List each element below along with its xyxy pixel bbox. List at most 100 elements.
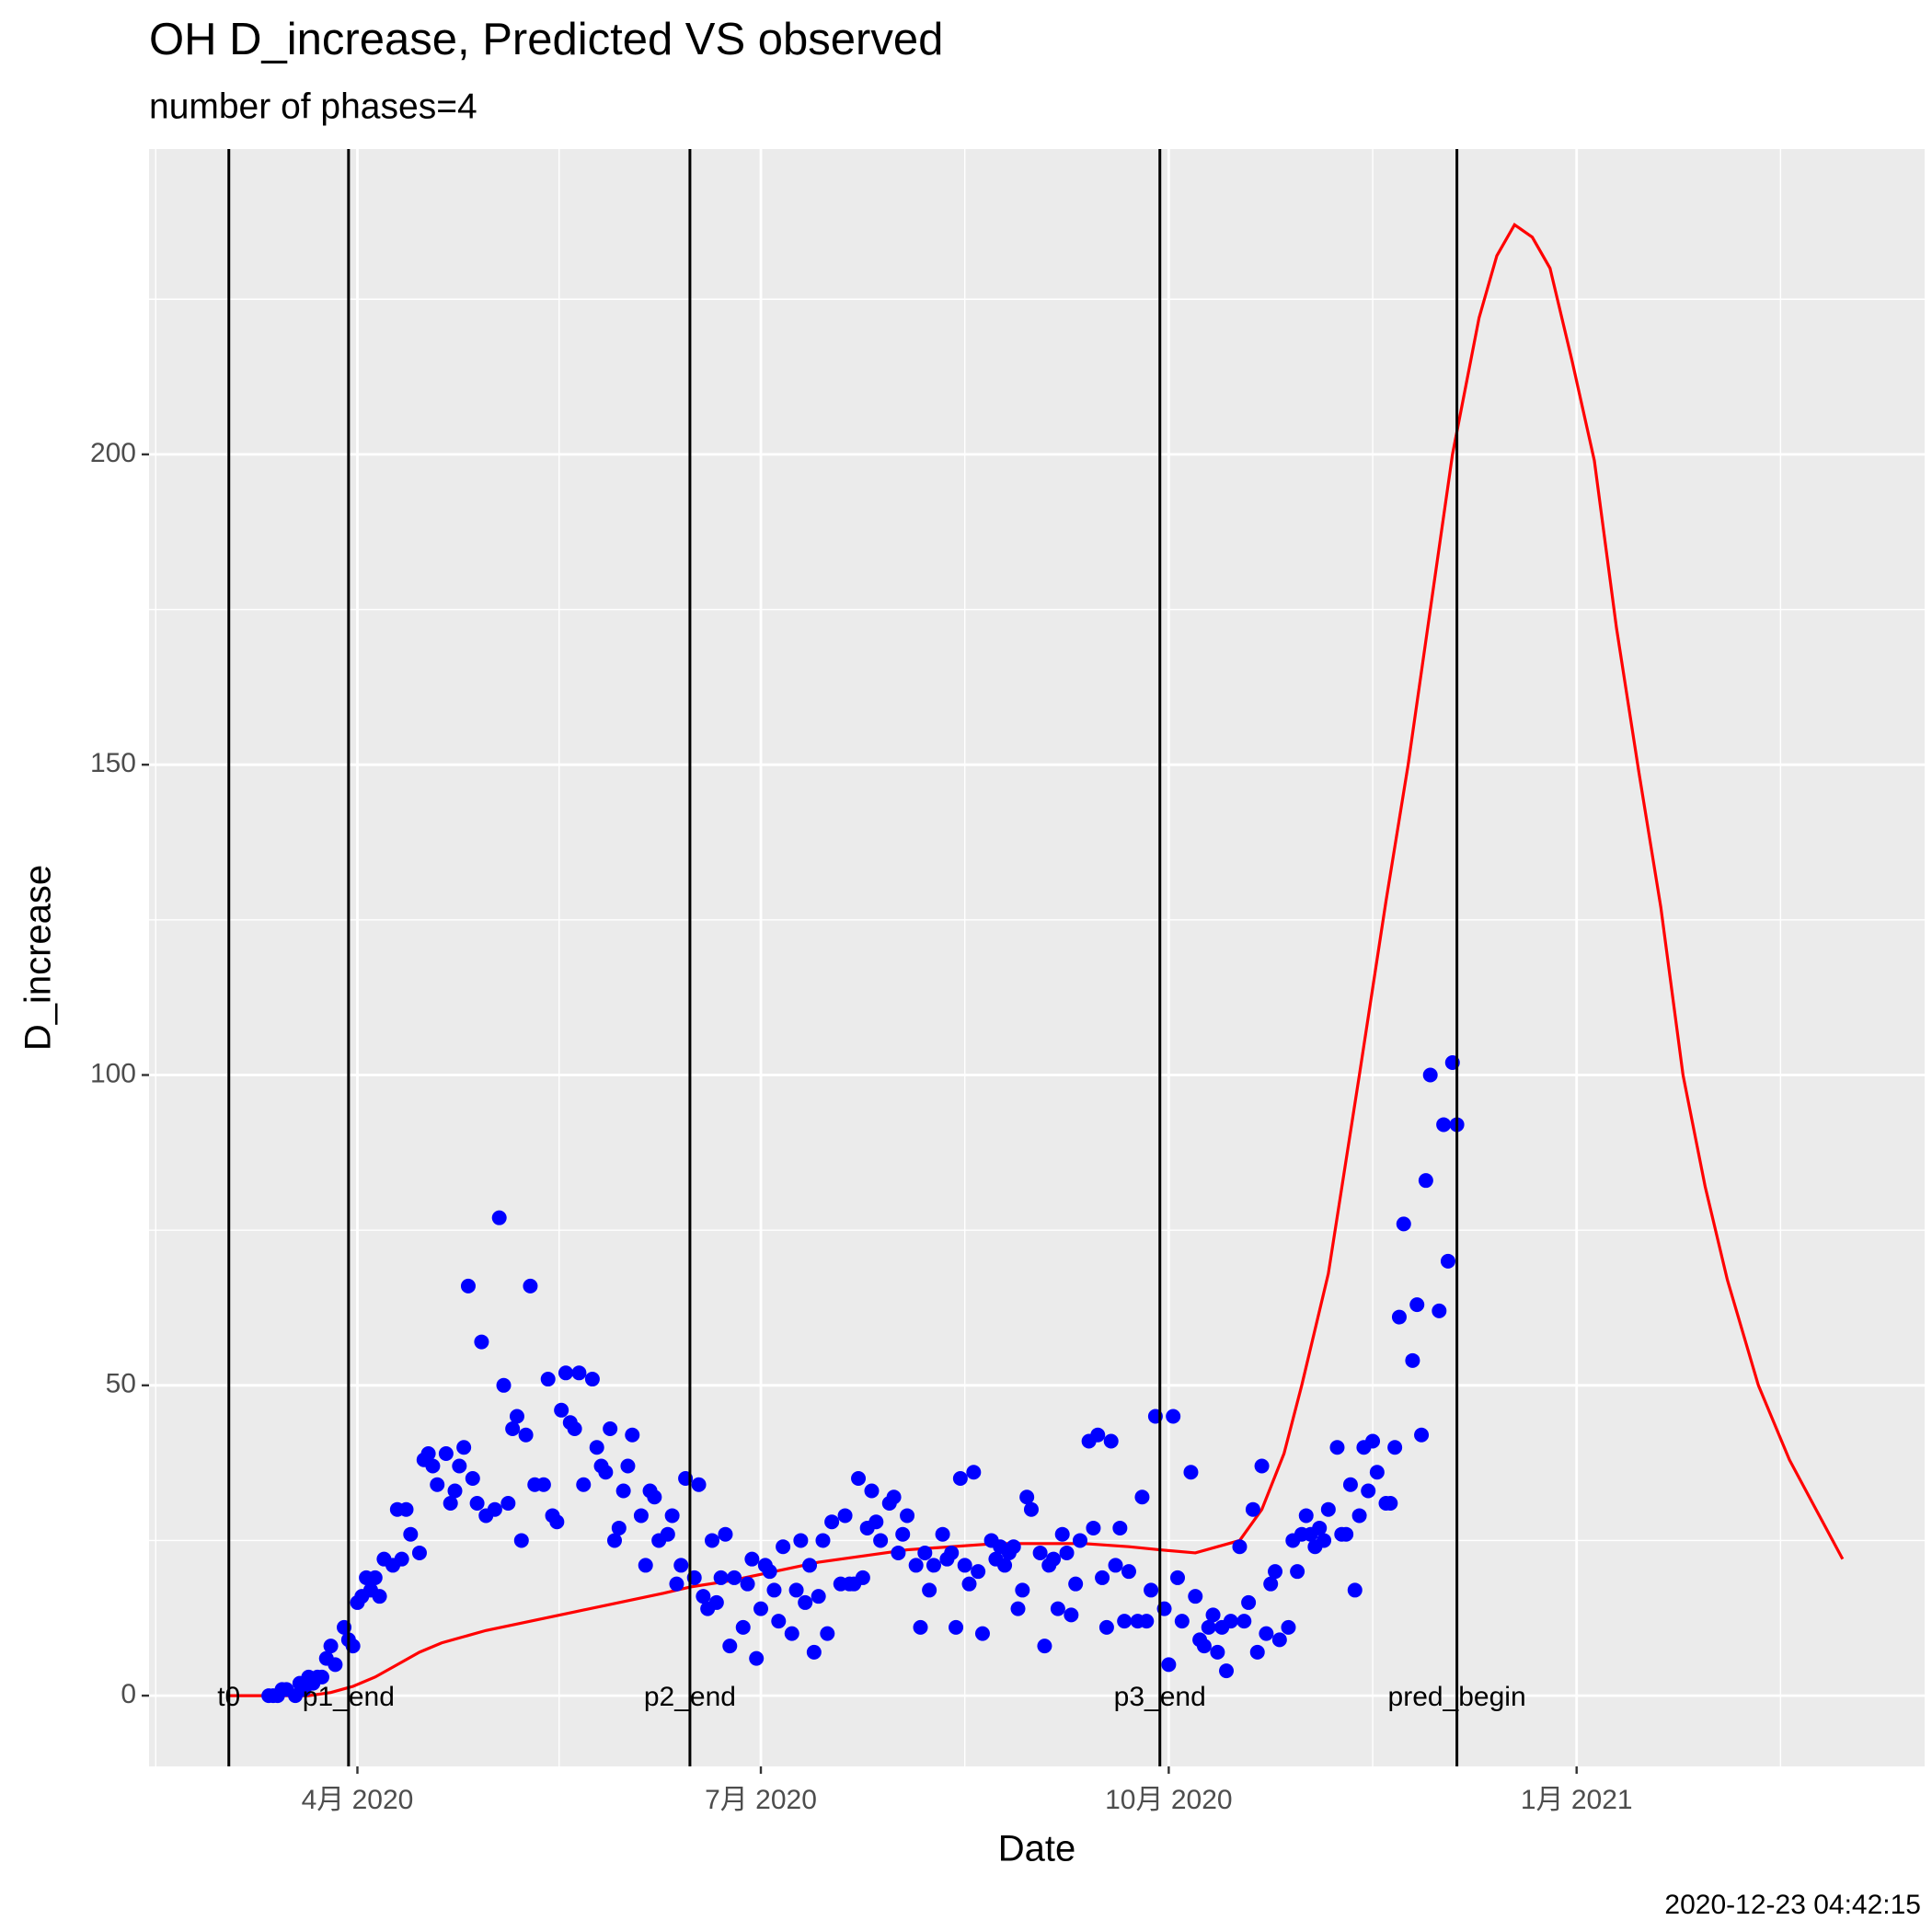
observed-point <box>798 1594 813 1610</box>
observed-point <box>1245 1501 1260 1517</box>
observed-point <box>1059 1545 1075 1560</box>
observed-point <box>452 1458 467 1474</box>
observed-point <box>1232 1539 1248 1555</box>
observed-point <box>744 1551 760 1567</box>
observed-point <box>438 1446 454 1462</box>
observed-point <box>1317 1533 1332 1548</box>
observed-point <box>1006 1539 1021 1555</box>
observed-point <box>1347 1582 1363 1598</box>
y-tick-label: 200 <box>90 438 136 468</box>
observed-point <box>611 1520 627 1535</box>
observed-point <box>584 1372 600 1387</box>
chart-subtitle: number of phases=4 <box>149 86 477 126</box>
phase-label: p1_end <box>303 1682 395 1712</box>
observed-point <box>1223 1614 1238 1629</box>
observed-point <box>323 1639 339 1654</box>
observed-point <box>620 1458 636 1474</box>
observed-point <box>487 1501 502 1517</box>
observed-point <box>535 1477 551 1492</box>
observed-point <box>1072 1533 1087 1548</box>
observed-point <box>1396 1216 1411 1232</box>
observed-point <box>802 1558 818 1573</box>
observed-point <box>766 1582 782 1598</box>
observed-point <box>908 1558 924 1573</box>
y-tick-label: 50 <box>106 1369 136 1399</box>
observed-point <box>398 1501 414 1517</box>
observed-point <box>708 1594 724 1610</box>
observed-point <box>1254 1458 1270 1474</box>
observed-point <box>784 1626 799 1641</box>
observed-point <box>664 1508 680 1524</box>
observed-point <box>1015 1582 1030 1598</box>
observed-point <box>1144 1582 1159 1598</box>
observed-point <box>1032 1545 1048 1560</box>
observed-point <box>691 1477 707 1492</box>
observed-point <box>815 1533 831 1548</box>
observed-point <box>771 1614 787 1629</box>
observed-point <box>1290 1564 1305 1580</box>
observed-point <box>1249 1644 1265 1660</box>
phase-label: t0 <box>217 1682 240 1712</box>
observed-point <box>855 1570 870 1585</box>
observed-point <box>456 1440 472 1455</box>
observed-point <box>935 1526 950 1542</box>
observed-point <box>952 1470 968 1486</box>
observed-point <box>549 1514 565 1530</box>
observed-point <box>1298 1508 1314 1524</box>
observed-point <box>957 1558 972 1573</box>
observed-point <box>868 1514 884 1530</box>
observed-point <box>997 1558 1013 1573</box>
observed-point <box>1342 1477 1358 1492</box>
observed-point <box>500 1495 516 1511</box>
observed-point <box>1196 1639 1212 1654</box>
observed-point <box>469 1495 485 1511</box>
observed-point <box>913 1619 928 1635</box>
observed-point <box>589 1440 604 1455</box>
observed-point <box>944 1545 960 1560</box>
observed-point <box>505 1421 521 1437</box>
observed-point <box>966 1465 982 1480</box>
observed-point <box>1170 1570 1186 1585</box>
chart-title: OH D_increase, Predicted VS observed <box>149 15 943 64</box>
observed-point <box>1210 1644 1225 1660</box>
observed-point <box>509 1409 524 1424</box>
observed-point <box>1174 1614 1190 1629</box>
observed-point <box>1050 1601 1065 1616</box>
observed-point <box>1010 1601 1026 1616</box>
phase-label: pred_begin <box>1388 1682 1526 1712</box>
observed-point <box>961 1576 977 1592</box>
observed-point <box>633 1508 649 1524</box>
observed-point <box>1432 1303 1447 1318</box>
observed-point <box>727 1570 742 1585</box>
observed-point <box>1086 1520 1101 1535</box>
observed-point <box>1329 1440 1345 1455</box>
observed-point <box>776 1539 791 1555</box>
observed-point <box>394 1551 409 1567</box>
observed-point <box>1369 1465 1385 1480</box>
observed-point <box>518 1427 534 1443</box>
x-tick-label: 10月 2020 <box>1105 1785 1232 1815</box>
x-tick-label: 4月 2020 <box>302 1785 414 1815</box>
observed-point <box>1263 1576 1279 1592</box>
observed-point <box>603 1421 618 1437</box>
observed-point <box>420 1446 436 1462</box>
observed-point <box>558 1365 573 1381</box>
phase-label: p2_end <box>644 1682 736 1712</box>
observed-point <box>1201 1619 1216 1635</box>
observed-point <box>1365 1433 1381 1449</box>
observed-point <box>403 1526 419 1542</box>
observed-point <box>1183 1465 1199 1480</box>
observed-point <box>1103 1433 1119 1449</box>
observed-point <box>1436 1117 1452 1133</box>
observed-point <box>513 1533 529 1548</box>
observed-point <box>851 1470 867 1486</box>
observed-point <box>1422 1067 1438 1083</box>
observed-point <box>1112 1520 1128 1535</box>
observed-point <box>447 1483 463 1499</box>
observed-point <box>1409 1297 1425 1313</box>
observed-point <box>949 1619 964 1635</box>
observed-point <box>465 1470 480 1486</box>
observed-point <box>1023 1501 1039 1517</box>
observed-point <box>647 1489 662 1505</box>
y-axis-title: D_increase <box>18 865 59 1051</box>
